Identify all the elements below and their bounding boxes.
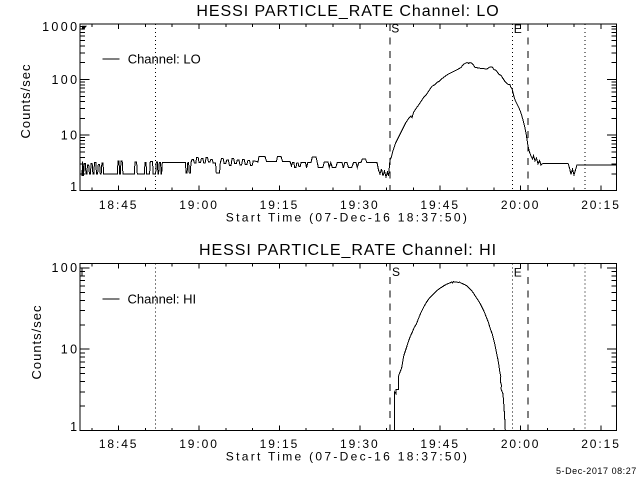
- svg-text:19:00: 19:00: [179, 437, 219, 451]
- svg-text:Counts/sec: Counts/sec: [29, 304, 44, 379]
- svg-text:Channel: HI: Channel: HI: [128, 292, 197, 307]
- svg-text:20:15: 20:15: [581, 437, 621, 451]
- svg-text:Start Time (07-Dec-16 18:37:50: Start Time (07-Dec-16 18:37:50): [226, 211, 469, 225]
- svg-text:E: E: [514, 266, 522, 280]
- svg-text:18:45: 18:45: [99, 198, 139, 212]
- svg-text:HESSI PARTICLE_RATE Channel: L: HESSI PARTICLE_RATE Channel: LO: [196, 3, 499, 20]
- svg-text:19:15: 19:15: [260, 437, 300, 451]
- svg-text:19:30: 19:30: [340, 198, 380, 212]
- svg-text:S: S: [391, 22, 399, 36]
- svg-text:1: 1: [70, 180, 79, 194]
- svg-text:Counts/sec: Counts/sec: [18, 63, 33, 138]
- svg-text:20:00: 20:00: [501, 437, 541, 451]
- svg-text:1: 1: [70, 420, 79, 434]
- svg-text:18:45: 18:45: [99, 437, 139, 451]
- svg-text:S: S: [392, 265, 400, 279]
- svg-text:E: E: [514, 22, 522, 36]
- svg-text:1000: 1000: [42, 20, 79, 34]
- svg-text:Start Time (07-Dec-16 18:37:50: Start Time (07-Dec-16 18:37:50): [226, 450, 469, 464]
- svg-text:20:00: 20:00: [501, 198, 541, 212]
- svg-text:100: 100: [51, 73, 79, 87]
- svg-text:HESSI PARTICLE_RATE Channel: H: HESSI PARTICLE_RATE Channel: HI: [199, 242, 497, 259]
- svg-text:19:00: 19:00: [179, 198, 219, 212]
- svg-text:19:15: 19:15: [260, 198, 300, 212]
- svg-text:Channel: LO: Channel: LO: [128, 52, 201, 67]
- svg-text:5-Dec-2017 08:27: 5-Dec-2017 08:27: [556, 466, 637, 476]
- svg-text:19:45: 19:45: [420, 437, 460, 451]
- svg-text:19:30: 19:30: [340, 437, 380, 451]
- svg-text:10: 10: [61, 129, 80, 143]
- svg-text:19:45: 19:45: [420, 198, 460, 212]
- svg-text:10: 10: [61, 343, 80, 357]
- svg-text:100: 100: [51, 261, 79, 275]
- svg-text:20:15: 20:15: [581, 198, 621, 212]
